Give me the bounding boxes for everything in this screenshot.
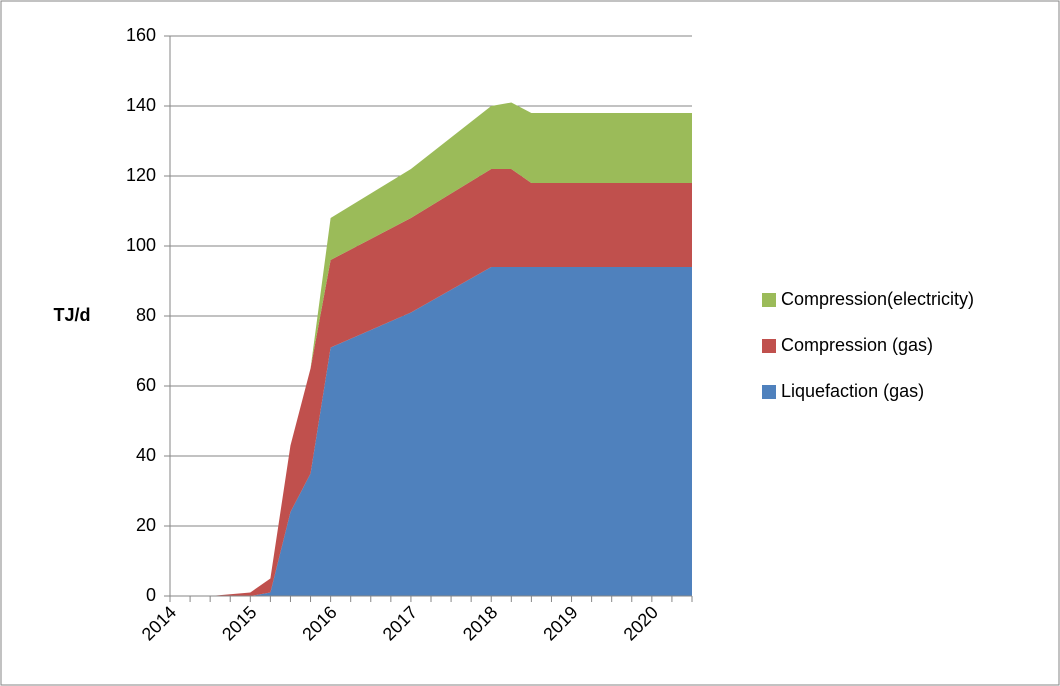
y-tick-label: 40 [136,445,156,465]
y-tick-label: 100 [126,235,156,255]
legend-label: Compression (gas) [781,335,933,355]
y-tick-label: 120 [126,165,156,185]
y-tick-label: 60 [136,375,156,395]
area [170,102,692,596]
y-axis-label: TJ/d [53,305,90,325]
y-tick-label: 140 [126,95,156,115]
legend-swatch [762,339,776,353]
y-tick-label: 80 [136,305,156,325]
y-tick-label: 160 [126,25,156,45]
legend-label: Liquefaction (gas) [781,381,924,401]
area [170,169,692,596]
legend-swatch [762,293,776,307]
legend-label: Compression(electricity) [781,289,974,309]
y-tick-label: 20 [136,515,156,535]
y-tick-label: 0 [146,585,156,605]
legend-swatch [762,385,776,399]
area [170,267,692,596]
